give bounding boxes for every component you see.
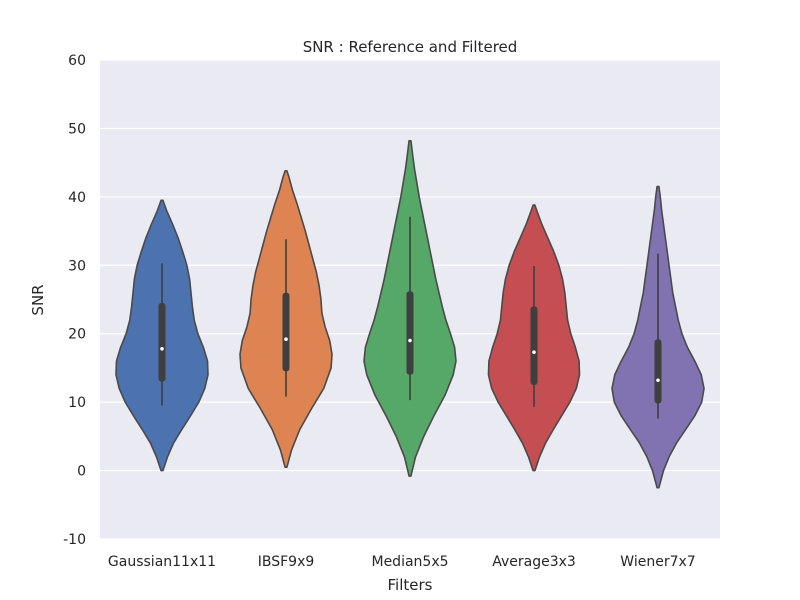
violins	[115, 139, 705, 489]
y-tick-label: 10	[68, 395, 86, 411]
x-tick-label: Median5x5	[371, 554, 448, 570]
y-axis-label: SNR	[29, 284, 47, 315]
x-tick-labels: Gaussian11x11 IBSF9x9 Median5x5 Average3x3 W…	[108, 554, 696, 570]
violin-iqr-box	[654, 339, 662, 404]
violin-median-dot	[532, 350, 536, 354]
violin-median-dot	[408, 338, 412, 343]
chart-title: SNR : Reference and Filtered	[303, 38, 518, 56]
y-tick-labels: -10 0 10 20 30 40 50 60	[63, 53, 86, 548]
x-tick-label: Wiener7x7	[620, 554, 695, 570]
y-tick-label: 30	[68, 258, 86, 274]
x-tick-label: Average3x3	[492, 554, 576, 570]
y-tick-label: 50	[68, 121, 86, 137]
violin-median-dot	[160, 346, 164, 351]
y-tick-label: 60	[68, 53, 86, 69]
y-tick-label: 40	[68, 190, 86, 206]
x-axis-label: Filters	[388, 576, 433, 594]
x-tick-label: IBSF9x9	[258, 554, 315, 570]
y-tick-label: -10	[63, 532, 86, 548]
y-tick-label: 0	[77, 464, 86, 480]
x-tick-label: Gaussian11x11	[108, 554, 216, 570]
y-tick-label: 20	[68, 327, 86, 343]
violin-iqr-box	[530, 306, 538, 386]
violin-median-dot	[656, 378, 660, 383]
violin-iqr-box	[406, 291, 414, 375]
violin-iqr-box	[282, 292, 290, 372]
violin-median-dot	[284, 337, 288, 341]
violin-iqr-box	[158, 302, 166, 382]
